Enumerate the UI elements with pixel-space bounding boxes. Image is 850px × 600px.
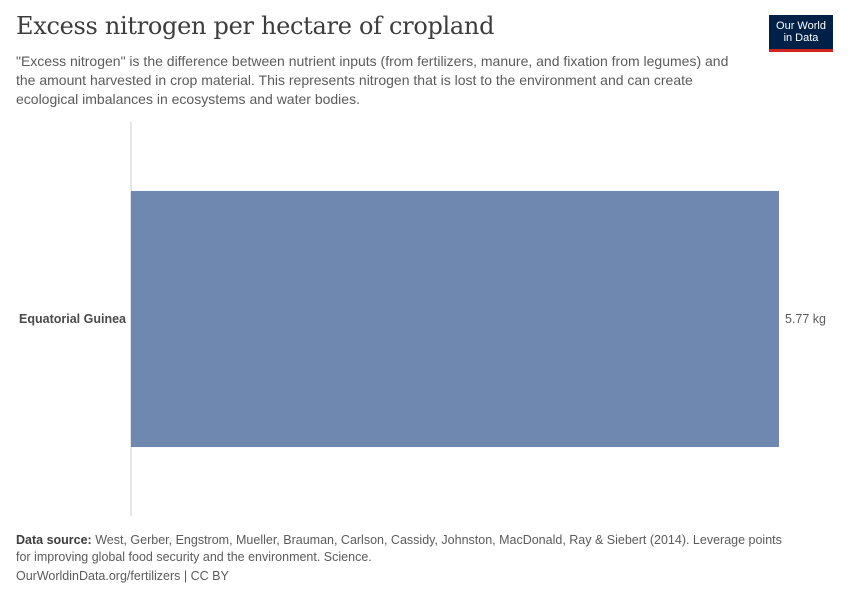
data-source-label: Data source: [16, 533, 92, 547]
logo-line-1: Our World [776, 20, 826, 32]
category-label: Equatorial Guinea [19, 312, 127, 326]
data-source-text: West, Gerber, Engstrom, Mueller, Brauman… [16, 533, 782, 564]
chart-title: Excess nitrogen per hectare of cropland [16, 12, 495, 40]
data-source-note: Data source: West, Gerber, Engstrom, Mue… [16, 532, 796, 566]
value-label: 5.77 kg [785, 312, 826, 326]
footer-url-link[interactable]: OurWorldinData.org/fertilizers | CC BY [16, 569, 229, 583]
chart-subtitle: "Excess nitrogen" is the difference betw… [16, 53, 729, 107]
logo-line-2: in Data [783, 32, 819, 44]
owid-logo[interactable]: Our World in Data [769, 15, 833, 52]
bar[interactable] [131, 190, 779, 448]
